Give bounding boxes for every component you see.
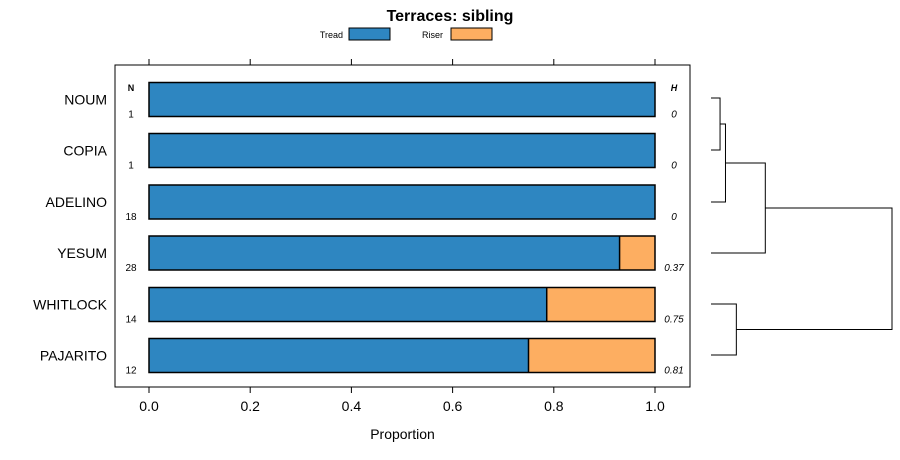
bar-outline	[148, 286, 656, 323]
n-value: 12	[125, 366, 137, 377]
bar-riser	[528, 338, 655, 373]
bar-rows: NOUM 1 0 COPIA 1 0 ADELINO 18 0 YESUM 28 0.37 WHITLO…	[33, 81, 684, 377]
bar-tread	[149, 236, 620, 270]
x-tick-label: 0.4	[342, 398, 362, 414]
x-tick-label: 0.2	[240, 398, 260, 414]
bar-tread	[149, 133, 655, 168]
dendrogram-branch	[711, 97, 721, 151]
chart-title: Terraces: sibling	[387, 8, 514, 25]
plot-frame	[114, 64, 691, 388]
bar-riser	[619, 236, 655, 270]
n-column-header: N	[128, 83, 135, 93]
legend-swatch-riser	[450, 27, 493, 41]
h-value: 0.81	[664, 366, 683, 377]
bar-outline	[148, 81, 656, 118]
bar-outline	[148, 337, 656, 374]
bar-tread	[149, 338, 529, 373]
x-axis-label: Proportion	[370, 426, 435, 442]
dendrogram-branch	[736, 207, 893, 330]
bar-tread	[149, 82, 655, 117]
h-value: 0	[671, 110, 677, 121]
dendrogram	[711, 97, 893, 356]
h-value: 0.37	[664, 263, 684, 274]
bar-outline	[148, 184, 656, 220]
bar-riser	[546, 287, 655, 322]
dendrogram-branch	[711, 123, 726, 203]
category-label: NOUM	[64, 92, 107, 108]
x-tick-label: 1.0	[645, 398, 665, 414]
h-column-header: H	[671, 83, 678, 93]
category-label: YESUM	[57, 245, 107, 261]
h-value: 0	[671, 212, 677, 223]
bar-tread	[149, 185, 655, 219]
category-label: WHITLOCK	[33, 297, 108, 313]
bar-tread	[149, 287, 547, 322]
n-value: 28	[125, 263, 137, 274]
category-label: ADELINO	[46, 194, 108, 210]
n-value: 1	[128, 161, 134, 172]
legend-label-tread: Tread	[320, 30, 343, 40]
h-value: 0	[671, 161, 677, 172]
x-tick-label: 0.8	[544, 398, 564, 414]
n-value: 18	[125, 212, 137, 223]
h-value: 0.75	[664, 315, 684, 326]
x-tick-label: 0.0	[139, 398, 159, 414]
bar-outline	[148, 132, 656, 169]
dendrogram-branch	[711, 303, 737, 356]
legend: Tread Riser	[320, 27, 493, 41]
x-tick-label: 0.6	[443, 398, 463, 414]
n-value: 14	[125, 315, 137, 326]
n-value: 1	[128, 110, 134, 121]
legend-swatch-tread	[348, 27, 391, 41]
legend-label-riser: Riser	[422, 30, 443, 40]
category-label: COPIA	[63, 143, 107, 159]
category-label: PAJARITO	[40, 348, 107, 364]
x-axis: 0.0 0.2 0.4 0.6 0.8 1.0	[139, 59, 665, 414]
dendrogram-branch	[711, 162, 766, 254]
bar-outline	[148, 235, 656, 271]
